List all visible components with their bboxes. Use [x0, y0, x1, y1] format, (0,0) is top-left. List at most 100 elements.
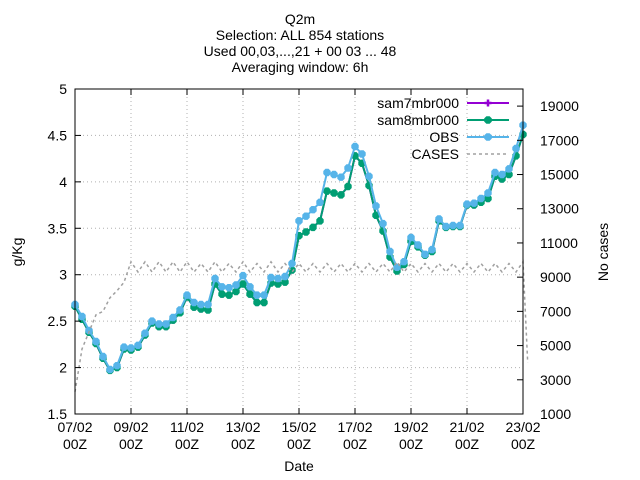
data-point [386, 247, 394, 256]
data-point [302, 212, 310, 220]
x-tick-label-hour: 00Z [63, 436, 88, 452]
data-point [288, 259, 296, 268]
data-point [442, 222, 450, 231]
x-tick-label-date: 11/02 [170, 419, 204, 435]
data-point [190, 298, 198, 307]
y2-tick-label: 19000 [540, 98, 579, 114]
data-point [372, 202, 380, 210]
x-tick-label-date: 09/02 [113, 419, 148, 435]
data-point [274, 280, 282, 288]
x-tick-label-hour: 00Z [175, 436, 200, 452]
x-tick-label-date: 07/02 [57, 419, 92, 435]
x-tick-label-date: 13/02 [225, 419, 260, 435]
data-point [225, 291, 233, 299]
x-axis-label: Date [284, 458, 314, 474]
data-point [379, 219, 387, 228]
y2-tick-label: 13000 [540, 201, 579, 217]
data-point [78, 312, 86, 321]
x-tick-label-hour: 00Z [231, 436, 256, 452]
x-tick-label-hour: 00Z [119, 436, 144, 452]
data-point [260, 298, 268, 307]
x-tick-label-date: 17/02 [337, 419, 372, 435]
y2-tick-label: 11000 [540, 235, 578, 251]
data-point [281, 272, 289, 281]
data-point [302, 228, 310, 236]
data-point [141, 329, 149, 337]
data-point [491, 168, 499, 177]
axes: 07/0200Z09/0200Z11/0200Z13/0200Z15/0200Z… [48, 81, 580, 452]
data-point [365, 172, 373, 181]
data-point [246, 290, 254, 298]
data-point [414, 241, 422, 249]
legend-label: sam7mbr000 [377, 95, 459, 111]
data-point [183, 291, 191, 299]
data-point [155, 320, 163, 328]
data-point [400, 257, 408, 266]
x-tick-label-date: 23/02 [505, 419, 540, 435]
data-point [106, 365, 114, 374]
title-line-4: Averaging window: 6h [232, 59, 369, 75]
legend-label: sam8mbr000 [377, 112, 459, 128]
title-line-2: Selection: ALL 854 stations [216, 27, 384, 43]
x-tick-label-hour: 00Z [399, 436, 424, 452]
legend-label: CASES [412, 146, 459, 162]
data-point [428, 245, 436, 254]
data-point [512, 144, 520, 153]
x-tick-label-date: 21/02 [449, 419, 484, 435]
data-point [281, 278, 289, 286]
y-tick-label: 4.5 [48, 127, 68, 143]
series-layer [71, 121, 529, 392]
x-tick-label-hour: 00Z [343, 436, 368, 452]
y-tick-label: 2 [59, 360, 67, 376]
data-point [204, 300, 212, 309]
data-point [211, 274, 219, 283]
data-point [477, 194, 485, 203]
y2-tick-label: 3000 [540, 372, 571, 388]
title-line-3: Used 00,03,...,21 + 00 03 ... 48 [204, 43, 397, 59]
y-tick-label: 3.5 [48, 220, 68, 236]
data-point [358, 150, 366, 158]
data-point [309, 205, 317, 214]
data-point [323, 187, 331, 195]
y-tick-label: 4 [59, 174, 67, 190]
data-point [169, 313, 177, 322]
x-tick-label-date: 19/02 [393, 419, 428, 435]
y-axis-label: g/Kg [9, 238, 25, 267]
data-point [148, 317, 156, 325]
title-line-1: Q2m [285, 11, 315, 27]
y-tick-label: 2.5 [48, 313, 68, 329]
data-point [134, 341, 142, 350]
data-point [218, 290, 226, 298]
series-cases [74, 259, 529, 392]
y2-tick-label: 15000 [540, 167, 579, 183]
data-point [351, 142, 359, 151]
data-point [337, 191, 345, 199]
data-point [253, 298, 261, 307]
legend-swatch-marker [484, 116, 492, 124]
y2-axis-label: No cases [595, 223, 611, 281]
y2-tick-label: 7000 [540, 303, 571, 319]
data-point [197, 300, 205, 309]
data-point [232, 281, 240, 289]
data-point [505, 165, 513, 173]
data-point [449, 221, 457, 230]
data-point [470, 199, 478, 207]
data-point [239, 280, 247, 288]
data-point [120, 343, 128, 351]
data-point [484, 189, 492, 197]
data-point [330, 189, 338, 197]
data-point [484, 194, 492, 203]
data-point [316, 198, 324, 207]
x-tick-label-hour: 00Z [455, 436, 480, 452]
data-point [344, 164, 352, 172]
x-tick-label-date: 15/02 [281, 419, 316, 435]
data-point [92, 337, 100, 346]
data-point [498, 170, 506, 179]
data-point [99, 352, 107, 361]
data-point [323, 168, 331, 177]
y-tick-label: 5 [59, 81, 67, 97]
y2-tick-label: 9000 [540, 269, 571, 285]
data-point [218, 283, 226, 291]
legend-label: OBS [429, 129, 459, 145]
